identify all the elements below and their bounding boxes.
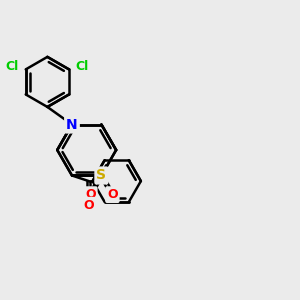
- Text: O: O: [107, 188, 118, 201]
- Text: O: O: [85, 188, 96, 201]
- Text: Cl: Cl: [6, 60, 19, 73]
- Text: O: O: [83, 199, 94, 212]
- Text: N: N: [66, 118, 78, 131]
- Text: S: S: [96, 169, 106, 182]
- Text: Cl: Cl: [76, 60, 89, 73]
